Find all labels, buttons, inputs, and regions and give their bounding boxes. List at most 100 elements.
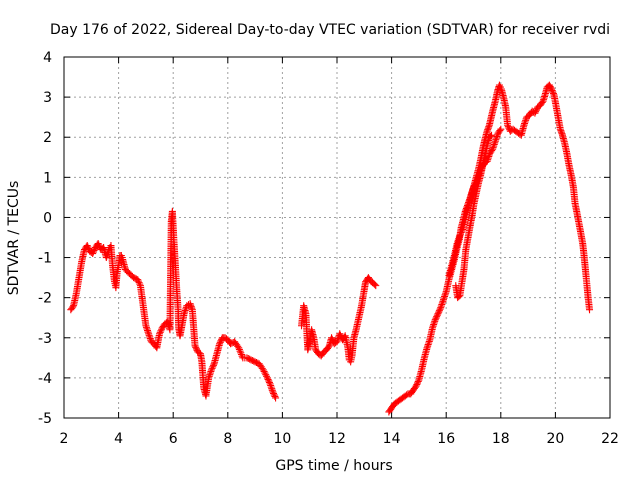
data-point-marker bbox=[412, 382, 420, 390]
y-tick-label: 4 bbox=[43, 50, 52, 66]
x-tick-label: 16 bbox=[437, 431, 455, 447]
data-point-marker bbox=[272, 394, 280, 402]
data-point-marker bbox=[156, 330, 164, 338]
x-axis-label: GPS time / hours bbox=[275, 458, 392, 474]
data-point-marker bbox=[433, 313, 441, 321]
y-tick-label: -2 bbox=[38, 291, 52, 307]
data-point-marker bbox=[94, 240, 102, 248]
data-point-marker bbox=[431, 316, 439, 324]
grid-lines bbox=[64, 57, 610, 418]
data-point-marker bbox=[260, 367, 268, 375]
x-tick-label: 6 bbox=[169, 431, 178, 447]
data-point-marker bbox=[95, 241, 103, 249]
data-point-marker bbox=[235, 344, 243, 352]
data-point-marker bbox=[191, 342, 199, 350]
data-point-marker bbox=[90, 247, 98, 255]
data-point-marker bbox=[432, 314, 440, 322]
data-point-marker bbox=[216, 338, 224, 346]
data-point-marker bbox=[456, 231, 464, 239]
axis-ticks bbox=[63, 56, 611, 419]
data-point-marker bbox=[265, 377, 273, 385]
y-axis-label: SDTVAR / TECUs bbox=[6, 181, 22, 296]
data-point-marker bbox=[548, 85, 556, 93]
data-point-marker bbox=[549, 90, 557, 98]
data-point-marker bbox=[136, 280, 144, 288]
data-point-marker bbox=[207, 366, 215, 374]
y-tick-label: -1 bbox=[38, 251, 52, 267]
data-point-marker bbox=[372, 282, 380, 290]
data-point-marker bbox=[435, 307, 443, 315]
series-segment-1 bbox=[67, 207, 280, 402]
data-point-marker bbox=[216, 340, 224, 348]
data-point-marker bbox=[436, 305, 444, 313]
data-point-marker bbox=[83, 242, 91, 250]
data-point-marker bbox=[435, 308, 443, 316]
data-point-marker bbox=[328, 335, 336, 343]
data-point-marker bbox=[532, 108, 540, 116]
data-point-marker bbox=[488, 147, 496, 155]
data-point-marker bbox=[89, 250, 97, 258]
data-point-marker bbox=[504, 121, 512, 129]
data-point-marker bbox=[156, 328, 164, 336]
data-point-marker bbox=[271, 392, 279, 400]
data-point-marker bbox=[265, 378, 273, 386]
x-tick-label: 12 bbox=[328, 431, 346, 447]
data-point-marker bbox=[497, 125, 505, 133]
data-point-marker bbox=[504, 123, 512, 131]
data-point-marker bbox=[89, 248, 97, 256]
data-point-marker bbox=[414, 379, 422, 387]
data-point-marker bbox=[434, 310, 442, 318]
data-point-marker bbox=[134, 277, 142, 285]
y-tick-label: -5 bbox=[38, 411, 52, 427]
data-point-marker bbox=[262, 371, 270, 379]
data-point-marker bbox=[192, 343, 200, 351]
data-point-marker bbox=[236, 347, 244, 355]
x-tick-label: 18 bbox=[492, 431, 510, 447]
data-point-marker bbox=[336, 330, 344, 338]
data-point-marker bbox=[264, 375, 272, 383]
series-segment-2 bbox=[298, 274, 380, 366]
data-point-marker bbox=[261, 369, 269, 377]
x-tick-label: 10 bbox=[273, 431, 291, 447]
data-point-marker bbox=[263, 372, 271, 380]
data-point-marker bbox=[586, 306, 594, 314]
data-point-marker bbox=[85, 245, 93, 253]
y-tick-label: 3 bbox=[43, 90, 52, 106]
data-point-marker bbox=[549, 88, 557, 96]
data-point-marker bbox=[531, 109, 539, 117]
data-point-marker bbox=[234, 342, 242, 350]
y-tick-label: 1 bbox=[43, 170, 52, 186]
data-point-marker bbox=[270, 389, 278, 397]
data-point-marker bbox=[270, 391, 278, 399]
x-tick-label: 4 bbox=[114, 431, 123, 447]
data-point-marker bbox=[259, 366, 267, 374]
data-point-marker bbox=[486, 132, 494, 140]
x-tick-label: 2 bbox=[60, 431, 69, 447]
y-tick-label: 0 bbox=[43, 210, 52, 226]
data-point-marker bbox=[324, 343, 332, 351]
data-point-marker bbox=[192, 345, 200, 353]
data-point-marker bbox=[84, 243, 92, 251]
data-point-marker bbox=[457, 228, 465, 236]
data-point-marker bbox=[457, 230, 465, 238]
data-point-marker bbox=[532, 106, 540, 114]
data-point-marker bbox=[458, 227, 466, 235]
series-segment-5 bbox=[445, 125, 505, 280]
y-tick-label: 2 bbox=[43, 130, 52, 146]
data-point-marker bbox=[488, 131, 496, 139]
data-point-marker bbox=[237, 350, 245, 358]
data-point-marker bbox=[235, 345, 243, 353]
data-point-marker bbox=[263, 374, 271, 382]
data-point-marker bbox=[328, 334, 336, 342]
y-tick-label: -3 bbox=[38, 331, 52, 347]
data-point-marker bbox=[69, 303, 77, 311]
y-tick-labels: -5 -4 -3 -2 -1 0 1 2 3 4 bbox=[38, 50, 52, 427]
x-tick-label: 14 bbox=[383, 431, 401, 447]
data-point-marker bbox=[209, 361, 217, 369]
chart-title: Day 176 of 2022, Sidereal Day-to-day VTE… bbox=[50, 22, 610, 38]
data-point-marker bbox=[371, 281, 379, 289]
data-point-marker bbox=[496, 127, 504, 135]
data-point-marker bbox=[209, 363, 217, 371]
